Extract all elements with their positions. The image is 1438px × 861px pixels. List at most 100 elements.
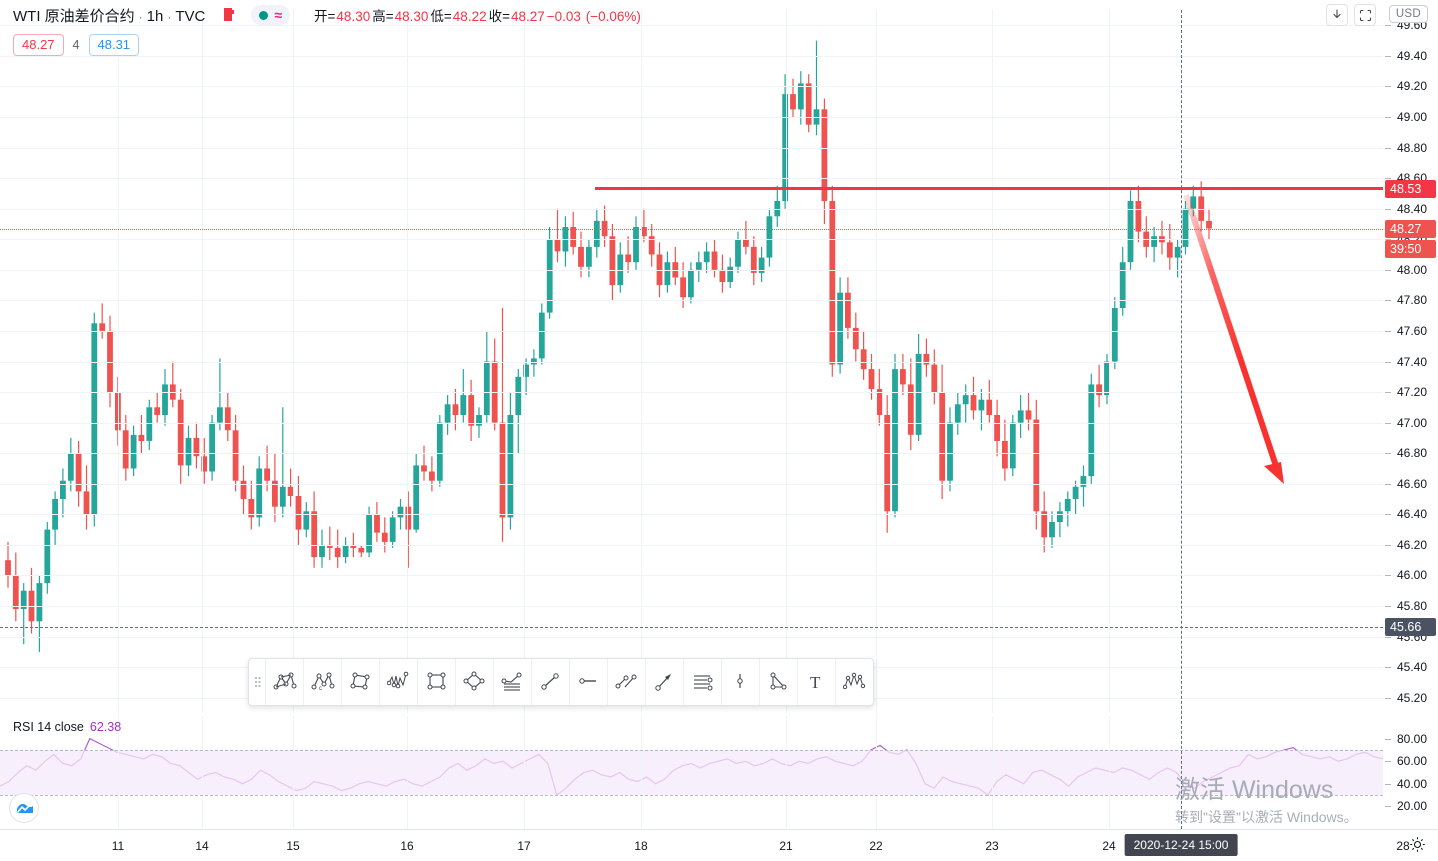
price-axis-tick: [1385, 208, 1391, 210]
price-axis-label: 45.80: [1397, 599, 1428, 614]
gridline-horizontal: [0, 330, 1383, 332]
gridline-vertical: [293, 10, 294, 713]
head-and-shoulders-tool[interactable]: [341, 659, 379, 705]
resistance-line-drawing[interactable]: [595, 187, 1383, 191]
price-axis-tick: [1385, 636, 1391, 638]
change-value: −0.03: [546, 9, 581, 24]
gridline-vertical: [641, 10, 642, 713]
rsi-pane[interactable]: [0, 716, 1383, 829]
currency-badge[interactable]: USD: [1388, 5, 1428, 23]
close-value: 48.27: [510, 9, 545, 24]
price-axis-label: 47.60: [1397, 323, 1428, 338]
sell-price-badge[interactable]: 48.27: [13, 34, 64, 56]
fullscreen-icon[interactable]: [1354, 4, 1376, 26]
drag-grip-icon[interactable]: [249, 659, 265, 705]
text-tool[interactable]: T: [797, 659, 835, 705]
gridline-horizontal: [0, 361, 1383, 363]
rsi-axis-tick: [1385, 806, 1391, 808]
price-axis-tick: [1385, 697, 1391, 699]
price-axis-label: 49.40: [1397, 48, 1428, 63]
cyclic-lines-tool[interactable]: [721, 659, 759, 705]
horizontal-line-tool[interactable]: [569, 659, 607, 705]
xabcd-pattern-tool[interactable]: [265, 659, 303, 705]
rsi-legend[interactable]: RSI 14 close 62.38: [13, 720, 121, 734]
gridline-horizontal: [0, 147, 1383, 149]
crosshair-price-badge[interactable]: 45.66: [1385, 618, 1436, 637]
gridline-vertical: [293, 716, 294, 829]
price-axis[interactable]: 49.6049.4049.2049.0048.8048.6048.4048.20…: [1383, 10, 1438, 713]
gridline-horizontal: [0, 116, 1383, 118]
tradingview-logo[interactable]: [9, 793, 39, 823]
gridline-vertical: [407, 10, 408, 713]
low-label: 低=: [430, 9, 452, 24]
parallel-channel-tool[interactable]: [607, 659, 645, 705]
time-axis-label: 28: [1396, 839, 1410, 853]
rsi-axis-label: 80.00: [1397, 731, 1428, 746]
price-axis-label: 46.80: [1397, 446, 1428, 461]
price-axis-tick: [1385, 422, 1391, 424]
gridline-horizontal: [0, 575, 1383, 577]
rsi-axis[interactable]: 80.00 60.00 40.00 20.00: [1383, 716, 1438, 829]
open-value: 48.30: [336, 9, 371, 24]
indicator-style-pill[interactable]: ≈: [251, 5, 291, 25]
symbol-title[interactable]: WTI 原油差价合约 · 1h · TVC: [0, 5, 205, 26]
legend-separator: ·: [138, 9, 143, 24]
price-axis-tick: [1385, 178, 1391, 180]
price-axis-tick: [1385, 330, 1391, 332]
countdown-badge[interactable]: 39:50: [1385, 239, 1436, 258]
price-axis-label: 45.40: [1397, 660, 1428, 675]
price-axis-tick: [1385, 116, 1391, 118]
crosshair-horizontal: [0, 627, 1383, 629]
elliott-correction-wave-tool[interactable]: [835, 659, 873, 705]
gridline-vertical: [407, 716, 408, 829]
price-pane[interactable]: [0, 10, 1383, 713]
ohlc-values: 开=48.30 高=48.30 低=48.22 收=48.27 −0.03 (−0.06…: [314, 5, 642, 25]
abcd-pattern-tool[interactable]: [379, 659, 417, 705]
settings-gear-icon[interactable]: [1409, 836, 1426, 858]
gridline-horizontal: [0, 453, 1383, 455]
price-axis-tick: [1385, 575, 1391, 577]
gridline-horizontal: [0, 55, 1383, 57]
gridline-vertical: [202, 716, 203, 829]
crosshair-vertical: [1181, 10, 1182, 829]
time-axis-label: 11: [111, 839, 125, 853]
time-axis-label: 18: [634, 839, 648, 853]
elliott-impulse-wave-tool[interactable]: [493, 659, 531, 705]
gridline-horizontal: [0, 606, 1383, 608]
three-drives-pattern-tool[interactable]: [455, 659, 493, 705]
download-icon[interactable]: [1326, 4, 1348, 26]
time-axis[interactable]: 11 14 15 16 17 18 21 22 23 24 28: [0, 829, 1438, 861]
status-dot-icon: [259, 10, 269, 20]
rsi-axis-label: 60.00: [1397, 754, 1428, 769]
flat-top-bottom-tool[interactable]: [683, 659, 721, 705]
price-axis-tick: [1385, 269, 1391, 271]
trend-line-tool[interactable]: [531, 659, 569, 705]
price-axis-label: 49.20: [1397, 79, 1428, 94]
gridline-horizontal: [0, 422, 1383, 424]
gridline-vertical: [876, 716, 877, 829]
last-price-badge[interactable]: 48.53: [1385, 179, 1436, 198]
candlestick-icon[interactable]: [221, 6, 237, 24]
price-axis-label: 47.00: [1397, 415, 1428, 430]
symbol-name[interactable]: WTI 原油差价合约: [13, 7, 135, 25]
exchange-label[interactable]: TVC: [175, 7, 206, 25]
gridline-vertical: [992, 716, 993, 829]
order-quantity: 4: [72, 38, 80, 52]
buy-price-badge[interactable]: 48.31: [88, 34, 140, 56]
gridline-horizontal: [0, 514, 1383, 516]
triangle-tool[interactable]: [759, 659, 797, 705]
arrow-tool[interactable]: [645, 659, 683, 705]
triangle-pattern-tool[interactable]: [417, 659, 455, 705]
gridline-vertical: [1109, 10, 1110, 713]
candlestick-series: [5, 40, 1212, 652]
price-axis-label: 45.20: [1397, 690, 1428, 705]
interval-label[interactable]: 1h: [146, 7, 164, 25]
cypher-pattern-tool[interactable]: c: [303, 659, 341, 705]
current-price-badge[interactable]: 48.27: [1385, 219, 1436, 238]
time-axis-label: 16: [400, 839, 414, 853]
time-axis-label: 23: [985, 839, 999, 853]
gridline-horizontal: [0, 636, 1383, 638]
price-axis-tick: [1385, 55, 1391, 57]
